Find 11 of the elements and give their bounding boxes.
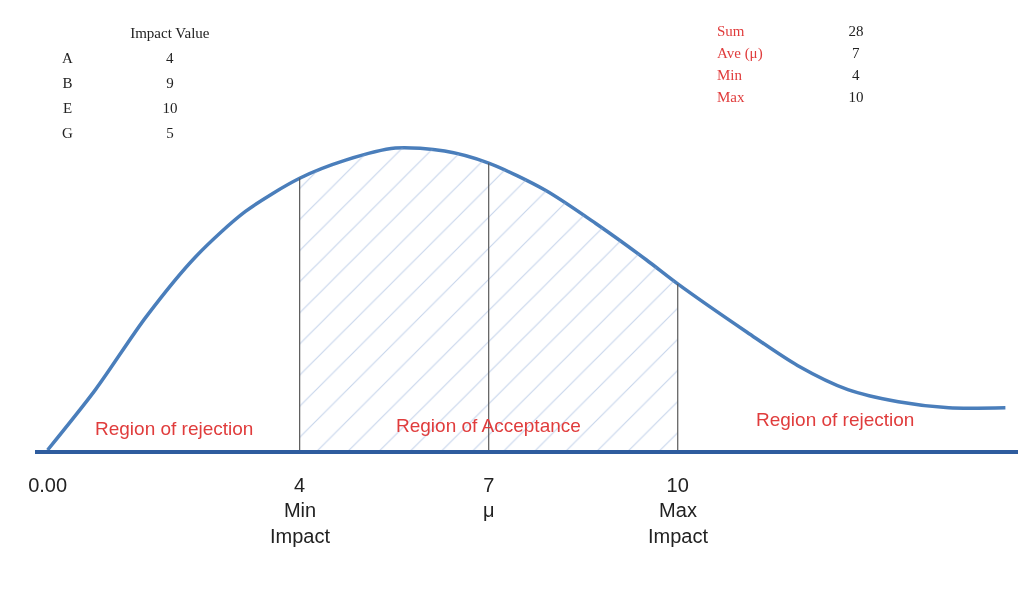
ref-line-label: μ (483, 499, 495, 521)
ref-line-label: Min Impact (270, 499, 331, 547)
text: Sum 28 Ave (μ) 7 Min 4 Max 10 (717, 23, 864, 105)
x-tick-label: 10 (666, 474, 689, 496)
x-tick-label: 7 (483, 474, 495, 496)
annotation: Region of rejection (95, 418, 254, 439)
text: Impact Value A 4 B 9 E 10 G 5 (62, 24, 210, 141)
x-tick-label: 0.00 (28, 474, 68, 496)
x-tick-label: 4 (294, 474, 306, 496)
annotation: Region of rejection (756, 409, 915, 430)
ref-line-label: Max Impact (648, 499, 709, 547)
